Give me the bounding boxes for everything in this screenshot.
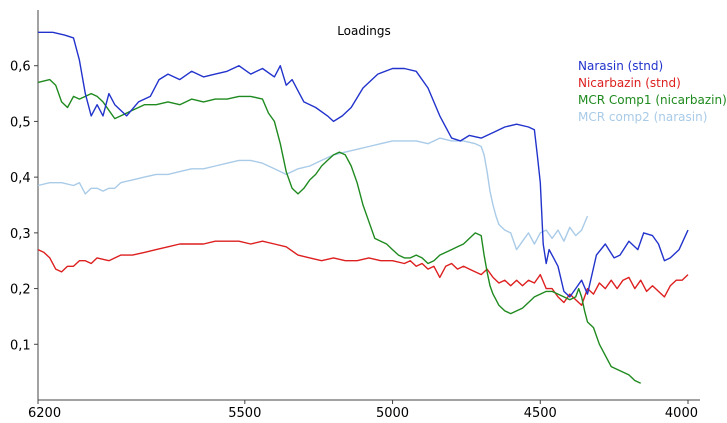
y-tick-label: 0,3 bbox=[10, 227, 31, 242]
chart-title: Loadings bbox=[337, 24, 391, 38]
x-tick-label: 5500 bbox=[228, 406, 261, 421]
y-tick-group: 0,1 0,2 0,3 0,4 0,5 0,6 bbox=[10, 60, 38, 353]
x-tick-group: 6200 5500 5000 4500 4000 bbox=[28, 400, 698, 421]
x-tick-label: 6200 bbox=[28, 406, 61, 421]
legend-entry: Narasin (stnd) bbox=[578, 59, 663, 73]
legend: Narasin (stnd) Nicarbazin (stnd) MCR Comp1… bbox=[578, 59, 727, 124]
legend-entry: Nicarbazin (stnd) bbox=[578, 76, 681, 90]
series-group bbox=[37, 31, 689, 384]
y-tick-label: 0,1 bbox=[10, 338, 31, 353]
y-tick-label: 0,2 bbox=[10, 283, 31, 298]
legend-entry: MCR Comp1 (nicarbazin) bbox=[578, 93, 727, 107]
x-tick-label: 4500 bbox=[524, 406, 557, 421]
series-line-1 bbox=[37, 240, 689, 306]
series-line-0 bbox=[38, 31, 689, 298]
x-tick-label: 4000 bbox=[665, 406, 698, 421]
series-line-3 bbox=[37, 137, 589, 251]
y-tick-label: 0,4 bbox=[10, 171, 31, 186]
series-line-2 bbox=[37, 78, 642, 384]
y-tick-label: 0,5 bbox=[10, 115, 31, 130]
y-tick-label: 0,6 bbox=[10, 60, 31, 75]
legend-entry: MCR comp2 (narasin) bbox=[578, 110, 707, 124]
x-tick-label: 5000 bbox=[376, 406, 409, 421]
